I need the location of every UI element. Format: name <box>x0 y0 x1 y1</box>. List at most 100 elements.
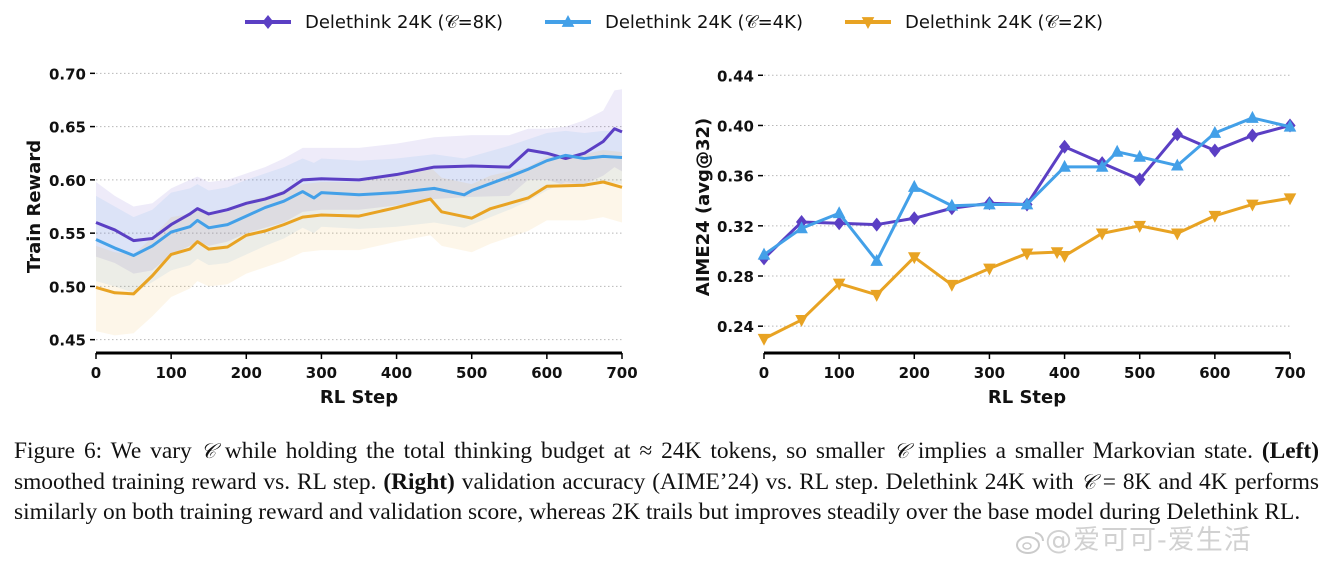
x-tick-label: 300 <box>306 364 337 382</box>
y-tick-label: 0.28 <box>717 268 754 286</box>
data-point <box>870 289 884 302</box>
data-point <box>945 198 959 211</box>
left-label: (Left) <box>1261 438 1319 464</box>
x-tick-label: 600 <box>1199 364 1230 382</box>
y-tick-label: 0.36 <box>717 168 754 186</box>
legend-label: Delethink 24K (𝒞=2K) <box>905 12 1103 33</box>
series-line <box>763 196 1291 341</box>
x-tick-label: 100 <box>155 364 186 382</box>
series <box>757 193 1297 346</box>
data-point <box>832 206 846 219</box>
watermark: @爱可可-爱生活 <box>1015 518 1252 557</box>
diamond-marker-icon <box>262 15 274 29</box>
y-tick-label: 0.60 <box>49 172 86 190</box>
series-line <box>95 180 623 296</box>
y-axis-title: AIME24 (avg@32) <box>693 118 714 296</box>
x-tick-label: 600 <box>531 364 562 382</box>
series-line <box>762 124 1291 260</box>
data-point <box>1134 172 1146 187</box>
chart-legend: Delethink 24K (𝒞=8K) Delethink 24K (𝒞=4K)… <box>245 12 1103 33</box>
data-point <box>1246 128 1259 143</box>
train-reward-chart: 0.45 0.50 0.55 0.60 0.65 0.70 0 100 200 300 400 500… <box>24 65 638 408</box>
data-point <box>1110 144 1124 157</box>
symbol-c: 𝒞 <box>200 439 216 463</box>
data-point <box>1208 210 1222 223</box>
aime24-accuracy-chart: 0.24 0.28 0.32 0.36 0.40 0.44 0 100 200 300 400 500… <box>693 67 1306 408</box>
confidence-band <box>96 130 622 293</box>
x-tick-label: 400 <box>381 364 412 382</box>
y-tick-label: 0.55 <box>49 225 86 243</box>
data-point <box>870 253 884 266</box>
legend-entry: Delethink 24K (𝒞=2K) <box>845 12 1103 33</box>
figure-caption: Figure 6: We vary 𝒞 while holding the to… <box>14 438 1320 525</box>
data-point <box>907 252 921 265</box>
x-tick-label: 200 <box>231 364 262 382</box>
data-point <box>1170 158 1184 171</box>
x-axis-title: RL Step <box>988 387 1066 408</box>
data-point <box>1020 197 1034 210</box>
watermark-text: @爱可可-爱生活 <box>1045 525 1252 556</box>
confidence-band <box>96 150 622 336</box>
y-tick-label: 0.65 <box>49 119 86 137</box>
data-point <box>757 247 771 260</box>
data-point <box>795 315 808 327</box>
data-point <box>1283 119 1297 132</box>
data-point <box>1246 110 1259 123</box>
data-point <box>1283 193 1297 206</box>
data-point <box>945 279 959 292</box>
weibo-logo-icon <box>1016 531 1044 554</box>
figure-label: Figure 6: <box>14 438 103 464</box>
y-tick-label: 0.24 <box>717 318 754 336</box>
x-tick-label: 400 <box>1049 364 1080 382</box>
y-tick-label: 0.32 <box>717 218 754 236</box>
data-point <box>1020 248 1034 261</box>
right-label: (Right) <box>383 468 455 495</box>
data-point <box>1246 199 1259 212</box>
y-tick-label: 0.70 <box>49 65 86 83</box>
data-point <box>1058 139 1071 154</box>
series-line <box>763 116 1291 263</box>
data-point <box>907 179 921 192</box>
data-point <box>1133 149 1147 162</box>
y-tick-label: 0.40 <box>717 117 754 135</box>
triangle-down-marker-icon <box>861 17 875 29</box>
data-point <box>871 217 883 232</box>
x-axis-title: RL Step <box>320 387 398 408</box>
data-point <box>1050 247 1064 260</box>
y-tick-label: 0.45 <box>49 332 86 350</box>
data-point <box>757 333 771 346</box>
series <box>95 153 623 258</box>
series <box>758 118 1296 266</box>
x-tick-label: 500 <box>1124 364 1155 382</box>
symbol-c: 𝒞 <box>893 439 909 463</box>
series-line <box>95 153 623 258</box>
data-point <box>1208 125 1222 138</box>
x-tick-label: 700 <box>1274 364 1305 382</box>
data-point <box>1095 159 1109 172</box>
legend-label: Delethink 24K (𝒞=4K) <box>605 12 803 33</box>
legend-entry: Delethink 24K (𝒞=4K) <box>545 12 803 33</box>
data-point <box>832 278 846 291</box>
x-tick-label: 0 <box>759 364 769 382</box>
symbol-c: 𝒞 <box>1080 469 1096 494</box>
y-axis-title: Train Reward <box>24 140 45 273</box>
data-point <box>795 221 808 234</box>
legend-entry: Delethink 24K (𝒞=8K) <box>245 12 503 33</box>
x-tick-label: 0 <box>91 364 101 382</box>
series <box>757 110 1297 266</box>
legend-label: Delethink 24K (𝒞=8K) <box>305 12 503 33</box>
x-tick-label: 200 <box>899 364 930 382</box>
data-point <box>983 263 996 276</box>
data-point <box>908 211 920 226</box>
x-tick-label: 700 <box>606 364 637 382</box>
data-point <box>1133 220 1147 233</box>
data-point <box>1171 127 1183 142</box>
data-point <box>1058 251 1071 263</box>
data-point <box>1209 143 1221 158</box>
data-point <box>983 197 996 210</box>
confidence-band <box>96 89 622 274</box>
x-tick-label: 300 <box>974 364 1005 382</box>
data-point <box>1170 228 1184 241</box>
data-point <box>1095 228 1109 241</box>
x-tick-label: 100 <box>823 364 854 382</box>
